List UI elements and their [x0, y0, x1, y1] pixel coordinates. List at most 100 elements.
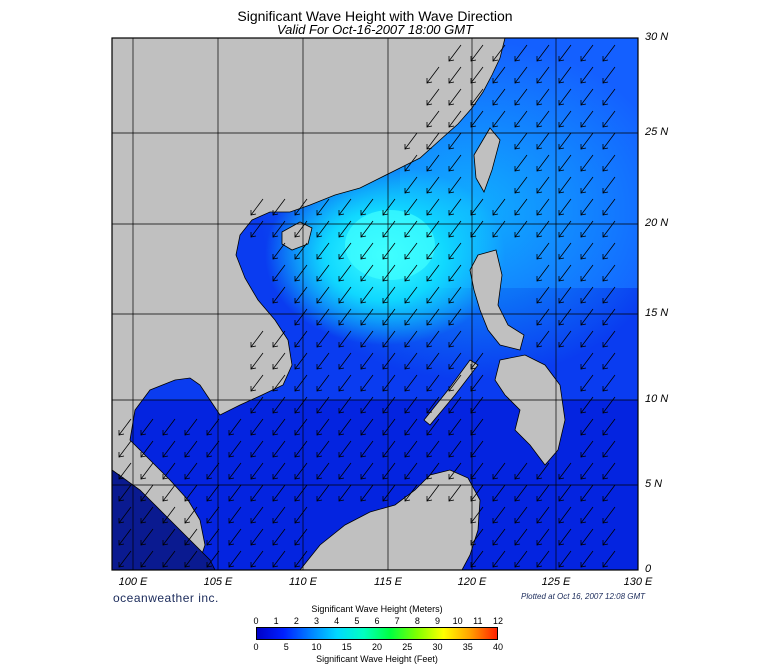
malay-peninsula [112, 469, 216, 570]
wave-arrow [140, 484, 154, 502]
wave-arrow [250, 418, 264, 436]
wave-arrow [162, 506, 176, 524]
wave-arrow [426, 462, 440, 480]
wave-arrow [426, 484, 440, 502]
wave-arrow [448, 110, 462, 128]
wave-arrow [272, 352, 286, 370]
wave-arrow [250, 462, 264, 480]
wave-arrow [602, 286, 616, 304]
wave-arrow [404, 374, 418, 392]
wave-arrow [272, 528, 286, 546]
wave-arrow [140, 550, 154, 568]
wave-arrow [536, 154, 550, 172]
wave-arrow [602, 88, 616, 106]
wave-arrow [294, 264, 308, 282]
wave-arrow [404, 132, 418, 150]
colorbar-meters-title: Significant Wave Height (Meters) [311, 604, 443, 614]
wave-arrow [316, 220, 330, 238]
wave-arrow [360, 330, 374, 348]
wave-arrow [118, 528, 132, 546]
wave-arrow [558, 110, 572, 128]
wave-arrow [184, 418, 198, 436]
wave-arrow [184, 462, 198, 480]
wave-arrow [140, 528, 154, 546]
wave-arrow [602, 506, 616, 524]
wave-arrow [580, 220, 594, 238]
wave-arrow [448, 308, 462, 326]
wave-arrow [382, 440, 396, 458]
wave-arrow [382, 374, 396, 392]
wave-arrow [426, 88, 440, 106]
wave-arrow [272, 242, 286, 260]
wave-arrow [426, 264, 440, 282]
wave-arrow [470, 66, 484, 84]
wave-arrow [294, 484, 308, 502]
wave-arrow [250, 484, 264, 502]
wave-arrow [514, 110, 528, 128]
wave-arrow [360, 462, 374, 480]
wave-arrow [448, 44, 462, 62]
wave-arrow [602, 462, 616, 480]
wave-arrow [602, 264, 616, 282]
wave-arrow [580, 286, 594, 304]
wave-arrow [558, 132, 572, 150]
wave-hotspot-core [345, 210, 435, 280]
colorbar-meters-tick: 3 [313, 616, 320, 626]
wave-arrow [250, 506, 264, 524]
wave-arrow [470, 44, 484, 62]
wave-arrow [448, 264, 462, 282]
colorbar-feet-tick: 35 [462, 642, 473, 652]
wave-arrow [580, 110, 594, 128]
wave-arrow [448, 286, 462, 304]
wave-arrow [228, 462, 242, 480]
wave-arrow [118, 484, 132, 502]
wave-arrow [426, 66, 440, 84]
wave-arrow [316, 352, 330, 370]
wave-arrow [448, 396, 462, 414]
wave-arrow [492, 44, 506, 62]
wave-arrow [272, 506, 286, 524]
wave-arrow [492, 550, 506, 568]
wave-arrow [448, 66, 462, 84]
wave-arrow [580, 528, 594, 546]
wave-arrow [514, 484, 528, 502]
wave-arrow [338, 418, 352, 436]
wave-arrow [294, 242, 308, 260]
colorbar-feet-title: Significant Wave Height (Feet) [316, 654, 438, 664]
wave-arrow [470, 396, 484, 414]
wave-arrow [558, 88, 572, 106]
wave-arrow [272, 286, 286, 304]
wave-arrow [338, 286, 352, 304]
wave-arrow [382, 220, 396, 238]
lon-label-115e: 115 E [374, 576, 402, 588]
wave-arrow [514, 66, 528, 84]
wave-arrow [206, 528, 220, 546]
wave-arrow [602, 440, 616, 458]
wave-arrow [536, 308, 550, 326]
wave-arrow [602, 528, 616, 546]
wave-arrow [382, 286, 396, 304]
wave-arrow [426, 176, 440, 194]
wave-arrow [602, 242, 616, 260]
wave-arrow [360, 242, 374, 260]
wave-arrow [536, 528, 550, 546]
wave-arrow [294, 440, 308, 458]
wave-arrow [272, 550, 286, 568]
wave-arrow [470, 88, 484, 106]
wave-arrow [580, 198, 594, 216]
wave-arrow [514, 550, 528, 568]
wave-arrow [316, 242, 330, 260]
wave-arrow [558, 308, 572, 326]
wave-arrow [426, 286, 440, 304]
borneo-island [299, 469, 481, 570]
wave-arrow [206, 484, 220, 502]
wave-arrow [514, 528, 528, 546]
wave-arrow [536, 550, 550, 568]
wave-arrow [272, 330, 286, 348]
wave-arrow [382, 330, 396, 348]
mainland-asia [112, 38, 506, 561]
wave-arrow [382, 198, 396, 216]
wave-arrow [404, 462, 418, 480]
wave-arrow [272, 198, 286, 216]
wave-arrow [404, 440, 418, 458]
